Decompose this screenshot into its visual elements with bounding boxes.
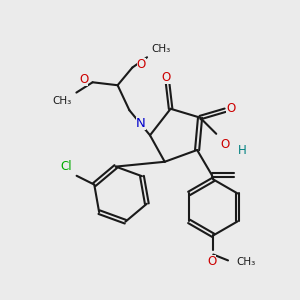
Text: N: N — [136, 117, 146, 130]
Text: O: O — [207, 254, 217, 268]
Text: O: O — [137, 58, 146, 71]
Text: H: H — [238, 144, 247, 157]
Text: CH₃: CH₃ — [237, 257, 256, 267]
Text: Cl: Cl — [61, 160, 72, 173]
Text: O: O — [162, 71, 171, 84]
Text: O: O — [79, 73, 88, 86]
Text: CH₃: CH₃ — [53, 95, 72, 106]
Text: CH₃: CH₃ — [152, 44, 171, 54]
Text: O: O — [226, 102, 236, 115]
Text: O: O — [221, 138, 230, 151]
